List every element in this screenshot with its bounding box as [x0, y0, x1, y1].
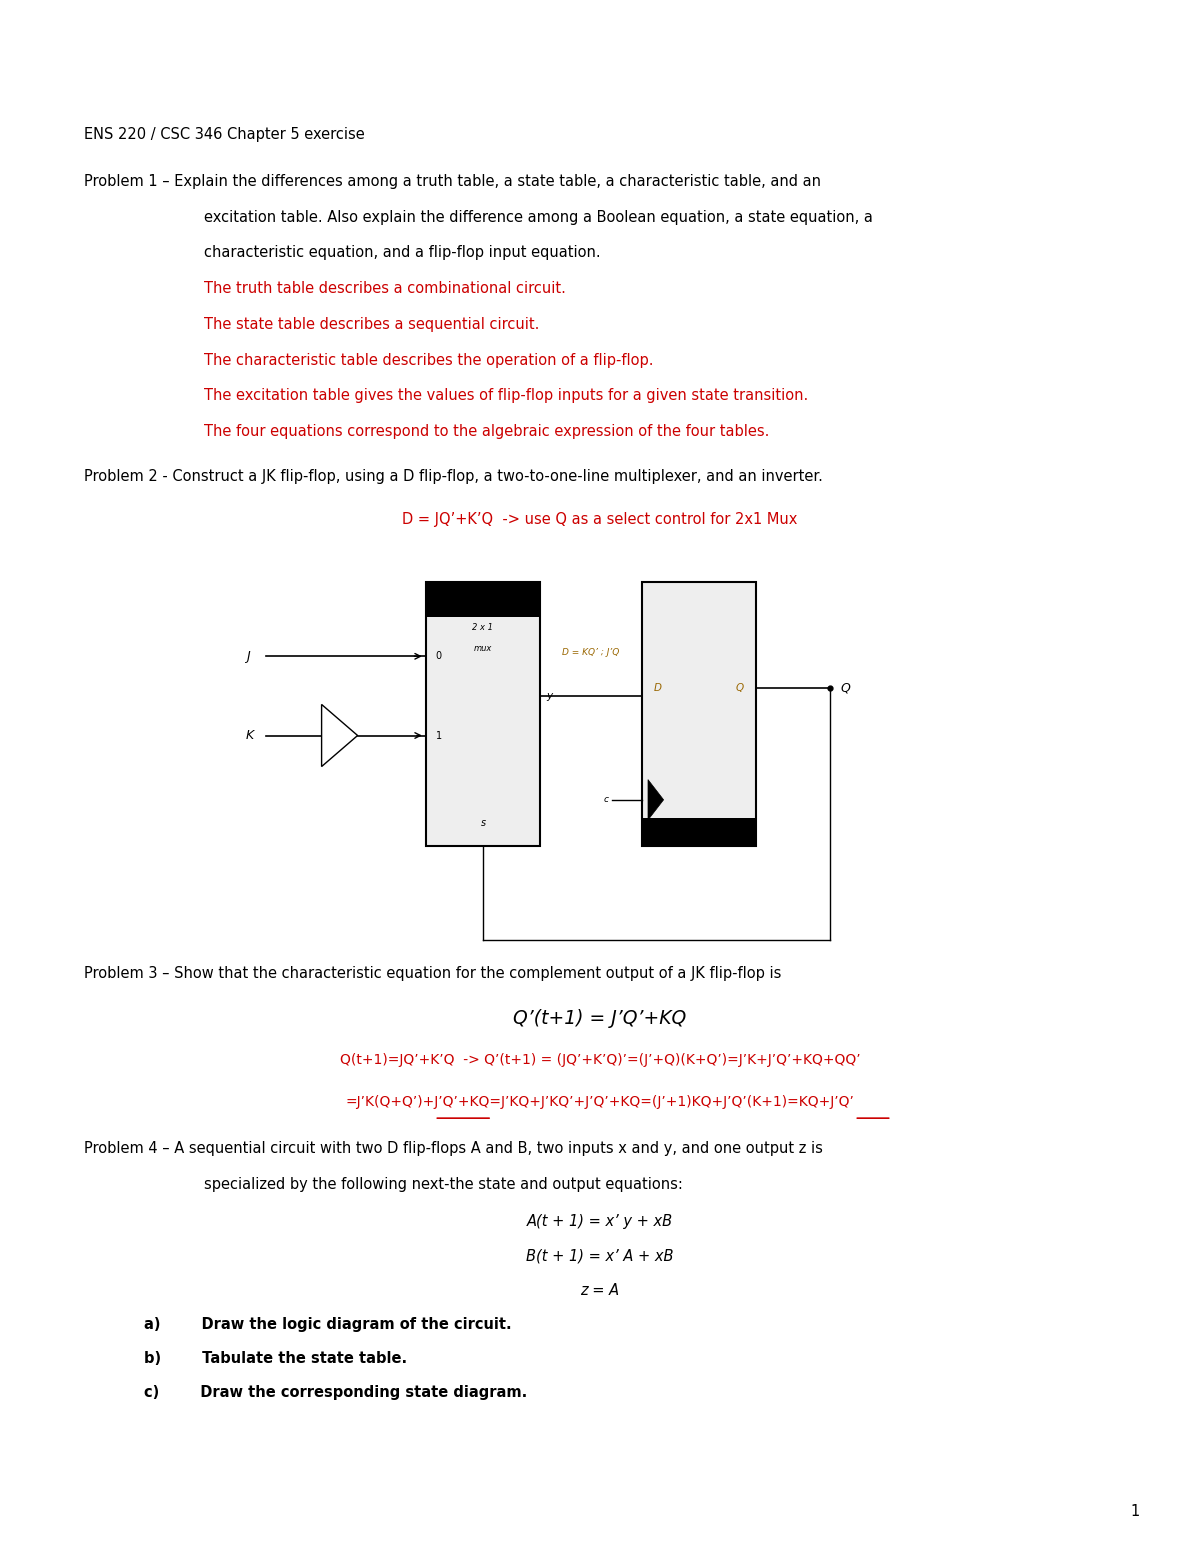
- Text: 2 x 1: 2 x 1: [473, 623, 493, 632]
- Text: y: y: [546, 691, 552, 700]
- Text: c: c: [604, 795, 608, 804]
- Text: K: K: [246, 728, 254, 742]
- Text: Q: Q: [736, 683, 744, 693]
- Text: excitation table. Also explain the difference among a Boolean equation, a state : excitation table. Also explain the diffe…: [204, 210, 872, 225]
- Text: characteristic equation, and a flip-flop input equation.: characteristic equation, and a flip-flop…: [204, 245, 601, 261]
- Text: A(t + 1) = x’ y + xB: A(t + 1) = x’ y + xB: [527, 1214, 673, 1230]
- Text: B(t + 1) = x’ A + xB: B(t + 1) = x’ A + xB: [527, 1249, 673, 1264]
- Text: The excitation table gives the values of flip-flop inputs for a given state tran: The excitation table gives the values of…: [204, 388, 809, 404]
- Text: a)        Draw the logic diagram of the circuit.: a) Draw the logic diagram of the circuit…: [144, 1317, 511, 1332]
- Text: b)        Tabulate the state table.: b) Tabulate the state table.: [144, 1351, 407, 1367]
- Text: Problem 4 – A sequential circuit with two D flip-flops A and B, two inputs x and: Problem 4 – A sequential circuit with tw…: [84, 1141, 823, 1157]
- Text: J: J: [246, 649, 250, 663]
- Polygon shape: [648, 780, 664, 820]
- Text: Problem 3 – Show that the characteristic equation for the complement output of a: Problem 3 – Show that the characteristic…: [84, 966, 781, 981]
- Text: The characteristic table describes the operation of a flip-flop.: The characteristic table describes the o…: [204, 353, 654, 368]
- Text: Q(t+1)=JQ’+K’Q  -> Q’(t+1) = (JQ’+K’Q)’=(J’+Q)(K+Q’)=J’K+J’Q’+KQ+QQ’: Q(t+1)=JQ’+K’Q -> Q’(t+1) = (JQ’+K’Q)’=(…: [340, 1053, 860, 1067]
- Text: s: s: [480, 818, 486, 828]
- Text: 1: 1: [436, 730, 442, 741]
- Bar: [426, 582, 540, 846]
- Text: Problem 2 - Construct a JK flip-flop, using a D flip-flop, a two-to-one-line mul: Problem 2 - Construct a JK flip-flop, us…: [84, 469, 823, 485]
- Text: D = JQ’+K’Q  -> use Q as a select control for 2x1 Mux: D = JQ’+K’Q -> use Q as a select control…: [402, 512, 798, 528]
- Polygon shape: [322, 705, 358, 767]
- Text: specialized by the following next-the state and output equations:: specialized by the following next-the st…: [204, 1177, 683, 1193]
- Text: Problem 1 – Explain the differences among a truth table, a state table, a charac: Problem 1 – Explain the differences amon…: [84, 174, 821, 189]
- Text: D: D: [654, 683, 662, 693]
- Text: z = A: z = A: [581, 1283, 619, 1298]
- Text: =J’K(Q+Q’)+J’Q’+KQ=J’KQ+J’KQ’+J’Q’+KQ=(J’+1)KQ+J’Q’(K+1)=KQ+J’Q’: =J’K(Q+Q’)+J’Q’+KQ=J’KQ+J’KQ’+J’Q’+KQ=(J…: [346, 1095, 854, 1109]
- Text: ENS 220 / CSC 346 Chapter 5 exercise: ENS 220 / CSC 346 Chapter 5 exercise: [84, 127, 365, 143]
- Text: Q’(t+1) = J’Q’+KQ: Q’(t+1) = J’Q’+KQ: [514, 1009, 686, 1028]
- Text: The truth table describes a combinational circuit.: The truth table describes a combinationa…: [204, 281, 566, 297]
- Text: The four equations correspond to the algebraic expression of the four tables.: The four equations correspond to the alg…: [204, 424, 769, 439]
- Text: 0: 0: [436, 651, 442, 662]
- Text: mux: mux: [474, 644, 492, 654]
- Text: Q: Q: [840, 682, 850, 694]
- Bar: [426, 582, 540, 617]
- Text: 1: 1: [1130, 1503, 1140, 1519]
- Text: D = KQ’ ; J’Q: D = KQ’ ; J’Q: [563, 648, 619, 657]
- Text: c)        Draw the corresponding state diagram.: c) Draw the corresponding state diagram.: [144, 1385, 527, 1401]
- Text: The state table describes a sequential circuit.: The state table describes a sequential c…: [204, 317, 539, 332]
- Bar: [642, 818, 756, 846]
- Bar: [642, 582, 756, 846]
